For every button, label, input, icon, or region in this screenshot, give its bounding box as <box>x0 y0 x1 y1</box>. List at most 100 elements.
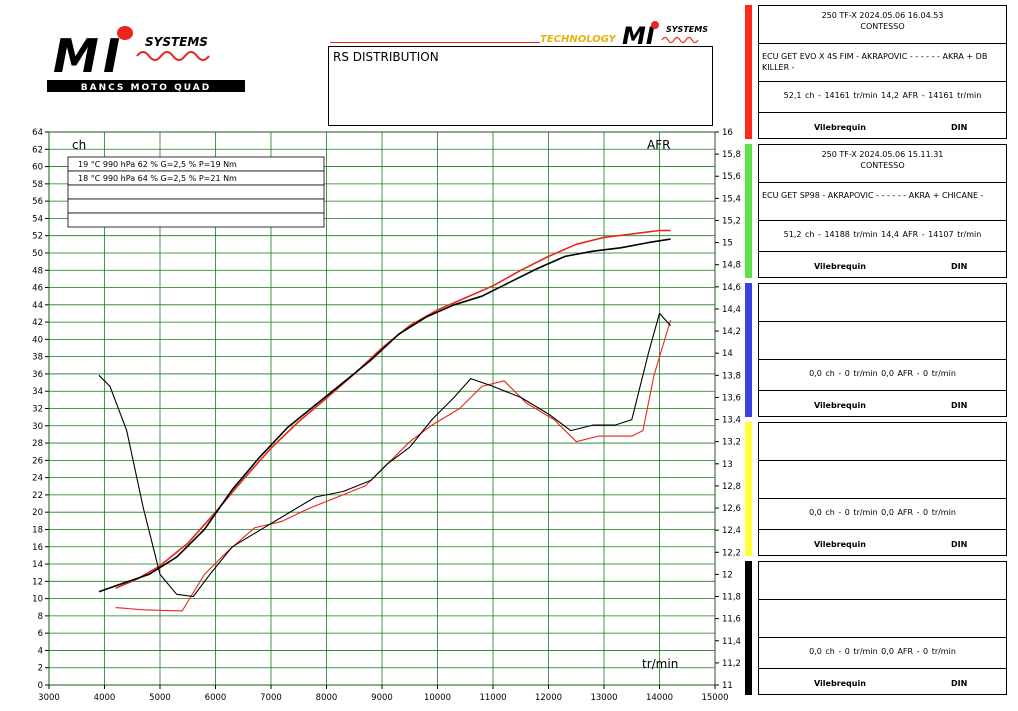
y-left-tick-label: 62 <box>32 145 43 155</box>
separator <box>759 599 1006 600</box>
y-right-tick-label: 16 <box>722 128 733 138</box>
y-right-tick-label: 14,4 <box>722 305 741 315</box>
svg-text:SYSTEMS: SYSTEMS <box>145 35 208 49</box>
y-left-tick-label: 22 <box>32 491 43 501</box>
x-axis-label: tr/min <box>642 657 678 671</box>
run-panel: 250 TF-X 2024.05.06 16.04.53 CONTESSO ECU … <box>745 5 1007 139</box>
separator <box>759 359 1006 360</box>
separator <box>759 182 1006 183</box>
y-right-tick-label: 15 <box>722 239 733 249</box>
y-right-tick-label: 13,8 <box>722 371 741 381</box>
y-left-tick-label: 6 <box>38 629 43 639</box>
run-card: 250 TF-X 2024.05.06 16.04.53 CONTESSO ECU … <box>758 5 1007 139</box>
run-footer-right: DIN <box>951 679 968 688</box>
svg-text:MI: MI <box>622 22 655 48</box>
y-left-tick-label: 38 <box>32 353 43 363</box>
separator <box>759 668 1006 669</box>
run-color-strip <box>745 144 752 278</box>
y-left-tick-label: 24 <box>32 474 43 484</box>
separator <box>759 321 1006 322</box>
y-right-tick-label: 15,2 <box>722 216 741 226</box>
y-right-tick-label: 12,2 <box>722 548 741 558</box>
mi-systems-logo: M I SYSTEMS BANCS MOTO QUAD <box>47 26 245 93</box>
y-right-tick-label: 11,2 <box>722 659 741 669</box>
y-right-tick-label: 15,8 <box>722 150 741 160</box>
y-left-tick-label: 56 <box>32 197 43 207</box>
y-left-tick-label: 4 <box>38 646 43 656</box>
separator <box>759 112 1006 113</box>
y-right-tick-label: 13 <box>722 460 733 470</box>
page-title: RS DISTRIBUTION <box>333 50 439 64</box>
run-card: 0,0 ch - 0 tr/min 0,0 AFR - 0 tr/min Vile… <box>758 422 1007 556</box>
y-left-tick-label: 60 <box>32 163 43 173</box>
y-right-tick-label: 12 <box>722 570 733 580</box>
y-left-tick-label: 58 <box>32 180 43 190</box>
y-right-tick-label: 13,2 <box>722 438 741 448</box>
run-panel: 250 TF-X 2024.05.06 15.11.31 CONTESSO ECU … <box>745 144 1007 278</box>
y-left-tick-label: 2 <box>38 664 43 674</box>
red-rule <box>330 42 540 43</box>
afr-curve-2 <box>98 312 672 598</box>
separator <box>759 81 1006 82</box>
svg-text:BANCS MOTO QUAD: BANCS MOTO QUAD <box>81 83 211 93</box>
y-left-tick-label: 42 <box>32 318 43 328</box>
run-rider: CONTESSO <box>860 22 905 31</box>
y-right-tick-label: 14,2 <box>722 327 741 337</box>
separator <box>759 43 1006 44</box>
conditions-row <box>67 212 325 228</box>
run-result: 0,0 ch - 0 tr/min 0,0 AFR - 0 tr/min <box>809 508 956 517</box>
y-right-tick-label: 12,6 <box>722 504 741 514</box>
svg-text:I: I <box>103 29 120 83</box>
x-tick-label: 6000 <box>205 693 227 700</box>
run-header: 250 TF-X 2024.05.06 15.11.31 <box>821 150 944 159</box>
y-right-tick-label: 14,8 <box>722 261 741 271</box>
y-left-tick-label: 20 <box>32 508 43 518</box>
y-right-tick-label: 12,4 <box>722 526 741 536</box>
y-right-tick-label: 12,8 <box>722 482 741 492</box>
svg-text:SYSTEMS: SYSTEMS <box>666 25 708 34</box>
run-panel: 0,0 ch - 0 tr/min 0,0 AFR - 0 tr/min Vile… <box>745 422 1007 556</box>
x-tick-label: 8000 <box>316 693 338 700</box>
run-footer-right: DIN <box>951 540 968 549</box>
y-left-tick-label: 54 <box>32 214 43 224</box>
title-box: RS DISTRIBUTION <box>328 46 713 126</box>
run-rider: CONTESSO <box>860 161 905 170</box>
run-footer-right: DIN <box>951 262 968 271</box>
separator <box>759 529 1006 530</box>
run-footer-left: Vilebrequin <box>814 679 866 688</box>
x-tick-label: 3000 <box>38 693 60 700</box>
run-panel: 0,0 ch - 0 tr/min 0,0 AFR - 0 tr/min Vile… <box>745 283 1007 417</box>
separator <box>759 390 1006 391</box>
run-footer-left: Vilebrequin <box>814 540 866 549</box>
run-result: 51,2 ch - 14188 tr/min 14,4 AFR - 14107 … <box>783 230 982 239</box>
y-left-tick-label: 40 <box>32 335 43 345</box>
run-card: 0,0 ch - 0 tr/min 0,0 AFR - 0 tr/min Vile… <box>758 283 1007 417</box>
x-tick-label: 9000 <box>371 693 393 700</box>
separator <box>759 460 1006 461</box>
svg-text:M: M <box>53 29 99 83</box>
y-left-tick-label: 14 <box>32 560 43 570</box>
y-right-tick-label: 11,4 <box>722 637 741 647</box>
y-left-tick-label: 34 <box>32 387 43 397</box>
svg-text:TECHNOLOGY: TECHNOLOGY <box>540 34 618 45</box>
run-footer-left: Vilebrequin <box>814 262 866 271</box>
y-left-tick-label: 36 <box>32 370 43 380</box>
y-left-tick-label: 26 <box>32 456 43 466</box>
y-left-tick-label: 18 <box>32 525 43 535</box>
y-left-tick-label: 16 <box>32 543 43 553</box>
run-description: ECU GET EVO X 4S FIM - AKRAPOVIC - - - -… <box>762 52 988 72</box>
run-panel: 0,0 ch - 0 tr/min 0,0 AFR - 0 tr/min Vile… <box>745 561 1007 695</box>
run-color-strip <box>745 5 752 139</box>
y-left-tick-label: 30 <box>32 422 43 432</box>
y-left-tick-label: 44 <box>32 301 43 311</box>
x-tick-label: 15000 <box>701 693 728 700</box>
y-right-tick-label: 11,8 <box>722 593 741 603</box>
left-axis-label: ch <box>72 138 86 152</box>
conditions-row <box>67 184 325 200</box>
run-footer-left: Vilebrequin <box>814 401 866 410</box>
run-header: 250 TF-X 2024.05.06 16.04.53 <box>821 11 944 20</box>
conditions-row <box>67 198 325 214</box>
separator <box>759 498 1006 499</box>
x-tick-label: 11000 <box>479 693 506 700</box>
x-tick-label: 4000 <box>94 693 116 700</box>
